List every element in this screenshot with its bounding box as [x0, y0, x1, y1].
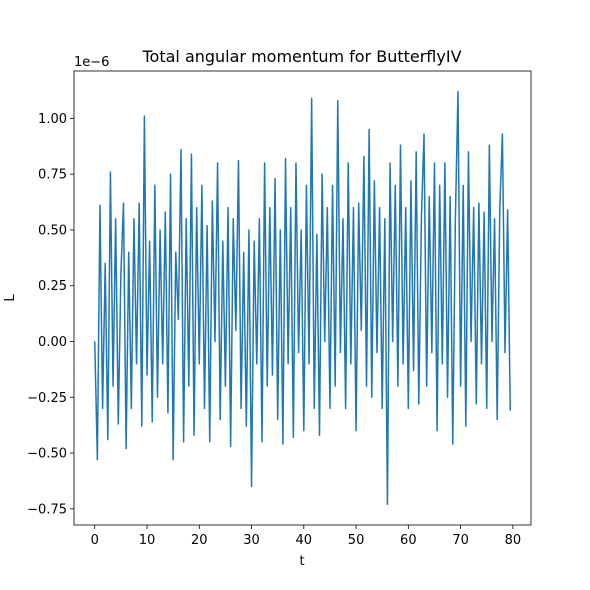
y-tick-label: 0.00	[38, 335, 67, 350]
y-tick-label: 0.75	[38, 168, 67, 183]
x-tick-label: 80	[505, 533, 522, 548]
y-tick-label: 0.25	[38, 279, 67, 294]
y-tick-label: −0.50	[27, 447, 67, 462]
data-line	[94, 90, 511, 506]
chart-title: Total angular momentum for ButterflyIV	[141, 47, 461, 66]
x-tick-label: 10	[139, 533, 156, 548]
plot-frame	[73, 70, 532, 526]
y-tick-label: −0.25	[27, 391, 67, 406]
x-axis-label: t	[299, 554, 304, 569]
y-axis-label: L	[3, 294, 18, 302]
y-tick-label: 0.50	[38, 223, 67, 238]
y-tick-label: 1.00	[38, 112, 67, 127]
x-tick-label: 60	[400, 533, 417, 548]
x-tick-label: 20	[191, 533, 208, 548]
y-tick-label: −0.75	[27, 502, 67, 517]
x-tick-label: 70	[452, 533, 469, 548]
x-tick-label: 40	[296, 533, 313, 548]
x-tick-label: 30	[243, 533, 260, 548]
x-tick-label: 50	[348, 533, 365, 548]
y-offset-label: 1e−6	[74, 55, 109, 70]
x-tick-label: 0	[91, 533, 99, 548]
